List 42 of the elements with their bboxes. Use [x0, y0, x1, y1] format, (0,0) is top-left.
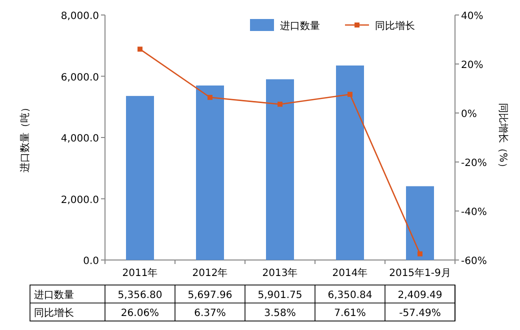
- x-tick-label: 2014年: [332, 267, 368, 279]
- data-label: 6,350.84: [328, 290, 372, 301]
- y2-tick-label: -60%: [461, 256, 487, 267]
- text: 同比增长: [34, 308, 74, 319]
- x-tick-label: 2011年: [122, 267, 158, 279]
- y2-tick-label: -40%: [461, 207, 487, 218]
- y2-tick-label: -20%: [461, 158, 487, 169]
- y-axis-title: 进口数量（吨）: [19, 102, 31, 172]
- bar: [126, 96, 154, 260]
- point: [418, 251, 422, 256]
- bar: [336, 66, 364, 260]
- x-tick-label: 2012年: [192, 267, 228, 279]
- data-label: 7.61%: [334, 308, 366, 319]
- y2-tick-label: 20%: [461, 60, 484, 71]
- legend-label: 同比增长: [375, 20, 415, 32]
- bar: [406, 186, 434, 260]
- y2-axis-title: 同比增长（%）: [497, 102, 509, 172]
- point: [278, 102, 282, 107]
- data-label: 26.06%: [120, 308, 160, 319]
- data-label: 3.58%: [264, 308, 296, 319]
- y-tick-label: 6,000.0: [60, 72, 99, 84]
- data-label: 5,901.75: [258, 290, 302, 301]
- point: [138, 46, 142, 52]
- data-label: 5,356.80: [118, 290, 162, 301]
- y-tick-label: 2,000.0: [60, 194, 99, 206]
- point: [348, 92, 352, 97]
- y2-tick-label: 0%: [461, 109, 477, 120]
- bar: [266, 79, 294, 260]
- data-label: 6.37%: [194, 308, 226, 319]
- data-label: 2,409.49: [398, 290, 442, 301]
- x-tick-label: 2013年: [262, 267, 298, 279]
- bar: [196, 86, 224, 260]
- text: 进口数量: [34, 290, 74, 301]
- point: [208, 94, 212, 100]
- x-tick-label: 2015年1-9月: [389, 267, 451, 279]
- data-label: -57.49%: [399, 308, 441, 319]
- y-tick-label: 0.0: [83, 256, 99, 267]
- y-tick-label: 4,000.0: [60, 134, 99, 144]
- y2-tick-label: 40%: [461, 11, 484, 22]
- y-tick-label: 8,000.0: [60, 11, 99, 22]
- data-label: 5,697.96: [188, 290, 232, 301]
- legend-label: 进口数量: [280, 20, 320, 32]
